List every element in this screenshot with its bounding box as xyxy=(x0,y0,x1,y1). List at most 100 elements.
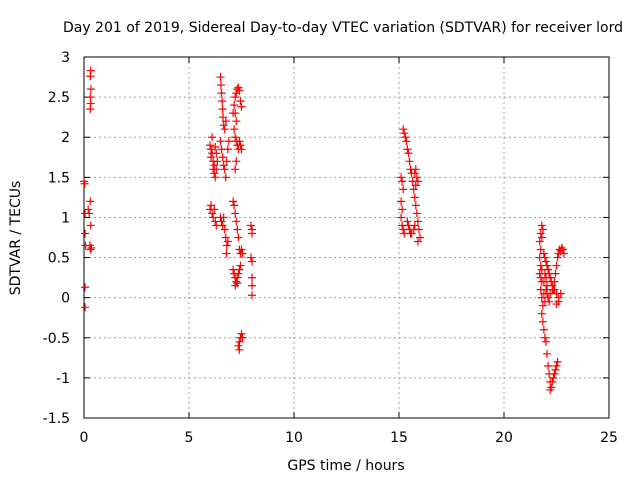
data-point xyxy=(234,269,243,278)
data-point xyxy=(232,217,241,226)
y-tick-label: 0 xyxy=(61,291,70,307)
data-point xyxy=(221,233,230,242)
data-point xyxy=(216,81,225,90)
y-tick-label: 2 xyxy=(61,130,70,146)
data-point xyxy=(210,161,219,170)
data-point xyxy=(81,303,90,312)
data-point xyxy=(223,237,232,246)
data-point xyxy=(407,229,416,238)
data-point xyxy=(544,361,553,370)
data-point xyxy=(232,157,241,166)
y-tick-label: 1 xyxy=(61,210,70,226)
data-point xyxy=(207,153,216,162)
data-point xyxy=(234,341,243,350)
data-point xyxy=(210,169,219,178)
data-point xyxy=(539,289,548,298)
y-tick-labels: -1.5 -1 -0.5 0 0.5 1 1.5 2 2.5 3 xyxy=(43,50,70,427)
data-point xyxy=(553,253,562,262)
data-point xyxy=(248,291,256,300)
data-point xyxy=(548,285,557,294)
x-tick-label: 15 xyxy=(390,430,408,446)
data-point xyxy=(222,157,231,166)
data-point xyxy=(219,161,228,170)
data-point xyxy=(81,283,90,292)
data-point xyxy=(550,369,559,378)
data-point xyxy=(81,229,90,238)
data-point xyxy=(219,121,228,130)
data-point xyxy=(404,149,413,158)
data-point xyxy=(235,345,244,354)
data-point xyxy=(556,289,565,298)
data-point xyxy=(232,277,241,286)
data-point xyxy=(218,221,227,230)
data-point xyxy=(210,205,219,214)
data-point xyxy=(410,169,419,178)
data-point xyxy=(411,201,420,210)
data-point xyxy=(410,221,419,230)
data-point xyxy=(248,229,256,238)
x-tick-label: 0 xyxy=(80,430,89,446)
data-point xyxy=(535,237,544,246)
y-tick-label: -0.5 xyxy=(43,331,70,347)
data-point xyxy=(412,173,421,182)
data-point xyxy=(539,325,548,334)
data-point xyxy=(213,157,222,166)
data-point xyxy=(216,73,225,82)
data-point xyxy=(411,181,420,190)
data-point xyxy=(536,245,545,254)
x-tick-label: 5 xyxy=(185,430,194,446)
data-point xyxy=(411,165,420,174)
data-point xyxy=(86,221,95,230)
data-point xyxy=(221,173,230,182)
data-point xyxy=(84,205,93,214)
data-point xyxy=(248,257,256,266)
data-point xyxy=(403,217,412,226)
x-axis-label: GPS time / hours xyxy=(287,458,404,474)
data-point xyxy=(231,209,240,218)
data-point xyxy=(222,249,231,258)
data-point xyxy=(540,333,549,342)
data-point xyxy=(86,85,95,94)
data-point xyxy=(540,253,549,262)
data-point xyxy=(237,102,246,111)
data-point xyxy=(540,269,549,278)
data-point xyxy=(548,377,557,386)
data-point xyxy=(208,209,217,218)
data-point xyxy=(237,329,246,338)
data-point xyxy=(409,225,418,234)
data-point xyxy=(416,233,424,242)
y-tick-label: 0.5 xyxy=(48,251,70,267)
data-point xyxy=(236,97,245,106)
data-point xyxy=(207,201,216,210)
data-point xyxy=(233,225,242,234)
data-point xyxy=(539,249,548,258)
data-point xyxy=(237,145,246,154)
data-point xyxy=(553,357,562,366)
data-point xyxy=(86,72,95,81)
data-point xyxy=(397,197,406,206)
data-point xyxy=(218,97,227,106)
data-point xyxy=(229,197,238,206)
data-point xyxy=(231,165,240,174)
grid-lines xyxy=(84,57,609,418)
data-point xyxy=(231,281,240,290)
data-point xyxy=(219,213,228,222)
data-point xyxy=(212,165,221,174)
data-point xyxy=(399,185,408,194)
data-point xyxy=(410,193,419,202)
data-point xyxy=(234,233,243,242)
data-point xyxy=(231,109,240,118)
data-point xyxy=(543,349,552,358)
y-axis-label: SDTVAR / TECUs xyxy=(8,181,24,296)
data-point xyxy=(551,365,560,374)
data-point xyxy=(401,133,410,142)
data-point xyxy=(542,273,550,282)
data-point xyxy=(211,142,220,151)
data-point xyxy=(208,133,217,142)
x-tick-labels: 0 5 10 15 20 25 xyxy=(80,430,618,446)
data-point xyxy=(246,253,255,262)
data-point xyxy=(540,297,549,306)
data-point xyxy=(212,149,221,158)
data-point xyxy=(543,261,552,270)
